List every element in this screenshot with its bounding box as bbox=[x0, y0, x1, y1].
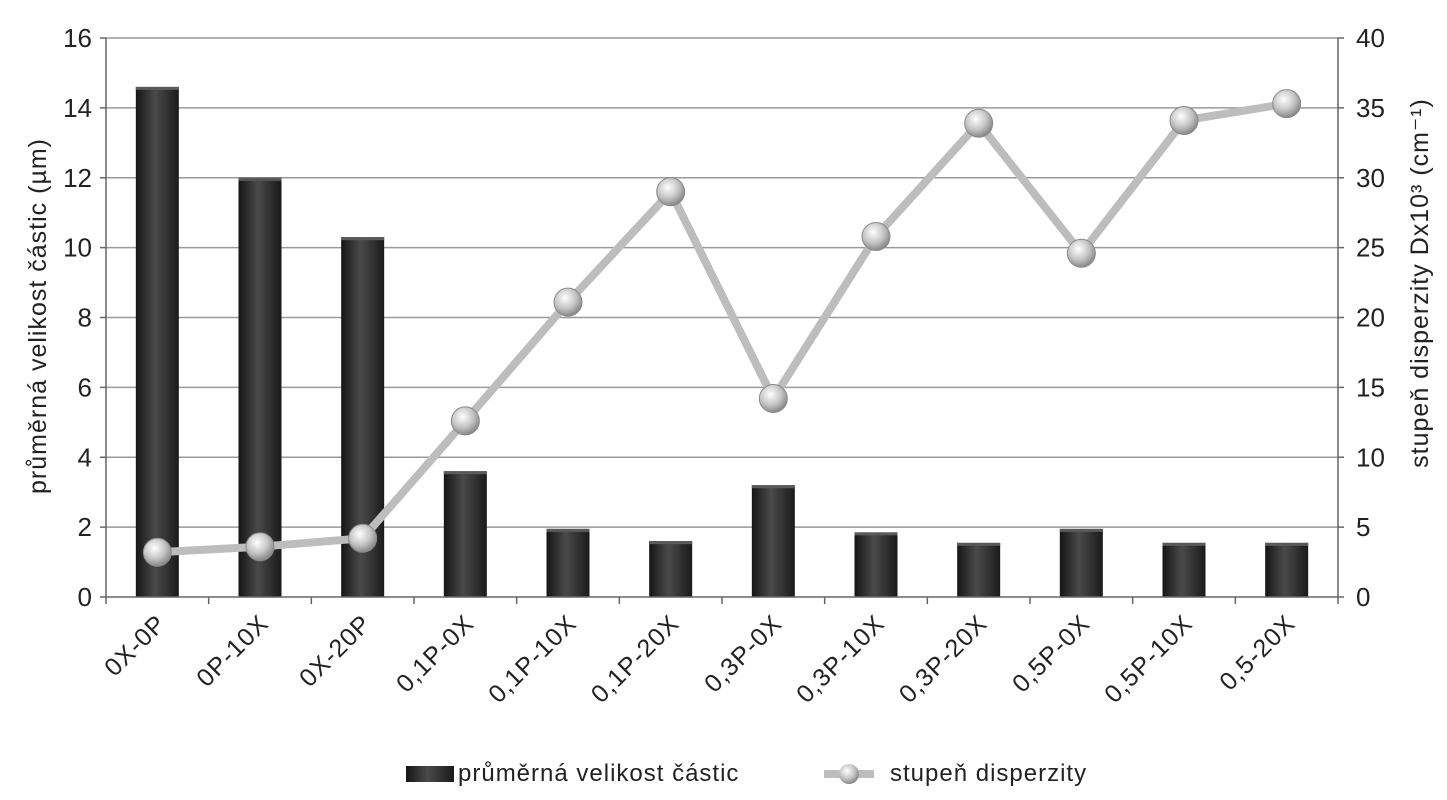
x-tick-label: 0X-20P bbox=[294, 609, 377, 692]
x-tick-label: 0,1P-0X bbox=[391, 609, 480, 698]
left-tick-label: 8 bbox=[78, 303, 92, 333]
x-tick-label: 0,1P-20X bbox=[586, 609, 685, 708]
x-tick-label: 0,3P-0X bbox=[699, 609, 788, 698]
line-series bbox=[142, 89, 1302, 567]
left-axis-title: průměrná velikost částic (µm) bbox=[24, 138, 52, 494]
x-tick-label: 0X-0P bbox=[99, 609, 171, 681]
x-tick-label: 0,3P-20X bbox=[894, 609, 993, 708]
line-point bbox=[348, 523, 378, 553]
right-axis-title: stupeň disperzity Dx10³ (cm⁻¹) bbox=[1406, 98, 1434, 468]
bar bbox=[1059, 528, 1103, 597]
right-tick-label: 25 bbox=[1356, 233, 1385, 263]
x-tick-label: 0,3P-10X bbox=[791, 609, 890, 708]
left-tick-label: 10 bbox=[63, 233, 92, 263]
line-point bbox=[1066, 238, 1096, 268]
x-axis-ticks: 0X-0P 0P-10X 0X-20P 0,1P-0X 0,1P-10X 0,1P-20X… bbox=[99, 609, 1301, 708]
left-tick-label: 2 bbox=[78, 512, 92, 542]
right-tick-label: 10 bbox=[1356, 442, 1385, 472]
bar-cap bbox=[649, 541, 693, 545]
right-tick-label: 30 bbox=[1356, 163, 1385, 193]
legend-bar-label: průměrná velikost částic bbox=[458, 760, 739, 787]
legend-bar-swatch bbox=[406, 766, 454, 782]
x-tick-label: 0,5P-0X bbox=[1007, 609, 1096, 698]
bar bbox=[1162, 542, 1206, 597]
legend: průměrná velikost částic stupeň disperzi… bbox=[406, 760, 1087, 787]
bar-cap bbox=[751, 485, 795, 489]
x-tick-label: 0P-10X bbox=[191, 609, 274, 692]
line-point bbox=[1169, 105, 1199, 135]
bar-cap bbox=[546, 528, 590, 532]
line-point bbox=[553, 287, 583, 317]
bar bbox=[443, 471, 487, 597]
line-point bbox=[245, 532, 275, 562]
bar bbox=[649, 541, 693, 597]
bar bbox=[854, 532, 898, 597]
line-point bbox=[1272, 89, 1302, 119]
right-tick-label: 20 bbox=[1356, 303, 1385, 333]
right-tick-label: 0 bbox=[1356, 582, 1370, 612]
line-point bbox=[758, 384, 788, 414]
line-point bbox=[450, 406, 480, 436]
bar-cap bbox=[1162, 542, 1206, 546]
x-tick-label: 0,5P-10X bbox=[1099, 609, 1198, 708]
right-tick-label: 5 bbox=[1356, 512, 1370, 542]
line-point bbox=[656, 177, 686, 207]
left-tick-label: 12 bbox=[63, 163, 92, 193]
left-tick-label: 4 bbox=[78, 442, 92, 472]
bar-cap bbox=[341, 237, 385, 241]
line-point bbox=[861, 221, 891, 251]
right-tick-label: 40 bbox=[1356, 23, 1385, 53]
bar bbox=[238, 177, 282, 597]
right-axis-ticks: 0 5 10 15 20 25 30 35 40 bbox=[1356, 23, 1385, 612]
right-tick-label: 15 bbox=[1356, 372, 1385, 402]
bar bbox=[751, 485, 795, 597]
bar-series bbox=[135, 86, 1309, 598]
left-tick-label: 14 bbox=[63, 93, 92, 123]
bar-cap bbox=[957, 542, 1001, 546]
bar bbox=[135, 86, 179, 597]
x-tick-label: 0,5-20X bbox=[1214, 609, 1301, 696]
bar-cap bbox=[238, 177, 282, 181]
line-point bbox=[964, 108, 994, 138]
left-tick-label: 16 bbox=[63, 23, 92, 53]
bar-cap bbox=[854, 532, 898, 536]
left-axis-ticks: 0 2 4 6 8 10 12 14 16 bbox=[63, 23, 92, 612]
line-point bbox=[142, 537, 172, 567]
bar-cap bbox=[1059, 528, 1103, 532]
bar bbox=[1265, 542, 1309, 597]
legend-line-label: stupeň disperzity bbox=[890, 760, 1087, 787]
left-tick-label: 0 bbox=[78, 582, 92, 612]
bar bbox=[546, 528, 590, 597]
bar-cap bbox=[1265, 542, 1309, 546]
right-tick-label: 35 bbox=[1356, 93, 1385, 123]
left-tick-label: 6 bbox=[78, 372, 92, 402]
series-line bbox=[153, 99, 1291, 557]
gridlines bbox=[106, 37, 1338, 528]
bar bbox=[957, 542, 1001, 597]
bar-cap bbox=[443, 471, 487, 475]
x-tick-label: 0,1P-10X bbox=[483, 609, 582, 708]
axes bbox=[100, 37, 1344, 604]
bar-cap bbox=[135, 86, 179, 90]
legend-marker-icon bbox=[839, 764, 859, 784]
